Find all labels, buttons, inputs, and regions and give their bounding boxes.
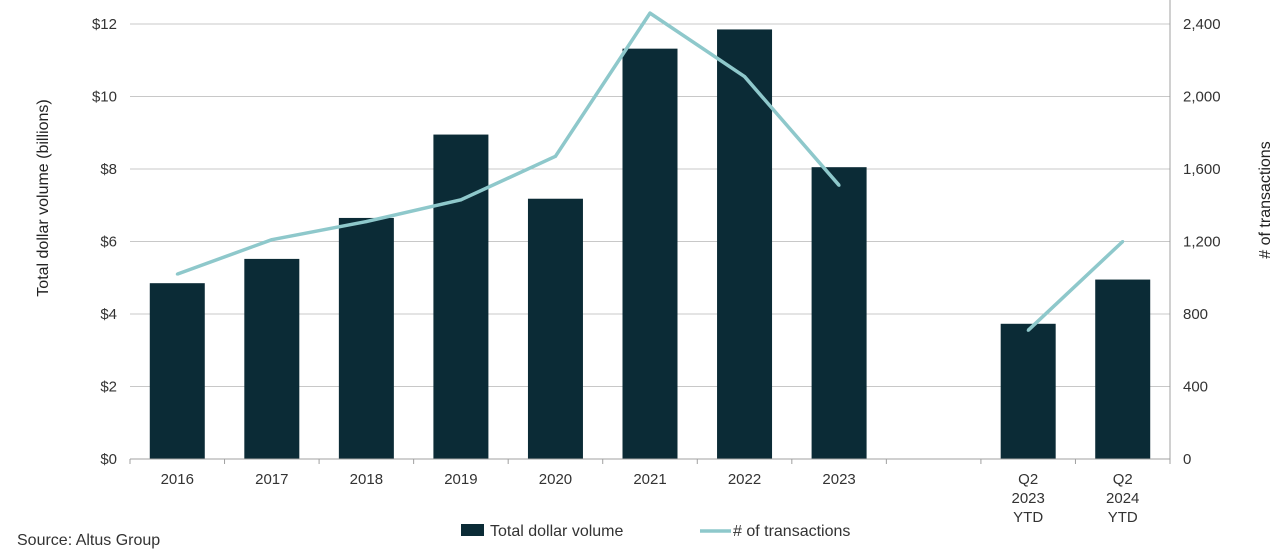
right-tick-label: 1,200 bbox=[1183, 234, 1221, 251]
x-tick-label: YTD bbox=[1013, 509, 1043, 526]
bar bbox=[622, 48, 678, 460]
left-tick-label: $12 bbox=[92, 16, 117, 33]
left-tick-label: $0 bbox=[100, 451, 117, 468]
right-axis-ticks: 0 400 800 1,200 1,600 2,000 2,400 bbox=[1183, 16, 1221, 468]
right-tick-label: 800 bbox=[1183, 306, 1208, 323]
bar bbox=[338, 217, 394, 459]
x-tick-label: 2018 bbox=[350, 471, 383, 488]
line-point bbox=[1026, 328, 1030, 332]
legend-swatch-bar bbox=[461, 524, 484, 536]
left-tick-label: $6 bbox=[100, 234, 117, 251]
left-tick-label: $8 bbox=[100, 161, 117, 178]
line-point bbox=[837, 183, 841, 187]
bar bbox=[717, 29, 773, 459]
line-point bbox=[459, 198, 463, 202]
x-tick-label: 2022 bbox=[728, 471, 761, 488]
x-tick-label: 2016 bbox=[161, 471, 194, 488]
left-tick-label: $4 bbox=[100, 306, 117, 323]
x-tick-label: 2017 bbox=[255, 471, 288, 488]
line-point bbox=[364, 220, 368, 224]
bar bbox=[149, 283, 205, 459]
line-point bbox=[175, 272, 179, 276]
right-tick-label: 2,000 bbox=[1183, 89, 1221, 106]
x-axis-ticks: 2016 2017 2018 2019 2020 2021 2022 2023 Q2 2023 YT… bbox=[161, 471, 1140, 526]
line-point bbox=[553, 154, 557, 158]
left-axis-title: Total dollar volume (billions) bbox=[35, 99, 52, 296]
bar bbox=[433, 134, 489, 459]
source-note: Source: Altus Group bbox=[17, 532, 160, 549]
x-tick-label: YTD bbox=[1108, 509, 1138, 526]
right-axis-title: # of transactions bbox=[1257, 141, 1274, 258]
x-tick-label: 2023 bbox=[1011, 490, 1044, 507]
x-tick-label: 2019 bbox=[444, 471, 477, 488]
x-tick-label: 2021 bbox=[633, 471, 666, 488]
bar bbox=[527, 198, 583, 459]
left-axis-ticks: $0 $2 $4 $6 $8 $10 $12 bbox=[92, 16, 117, 468]
line-segment bbox=[1026, 240, 1124, 332]
bar bbox=[244, 258, 300, 459]
legend-label-bar: Total dollar volume bbox=[490, 523, 624, 540]
right-tick-label: 400 bbox=[1183, 379, 1208, 396]
line-point bbox=[648, 11, 652, 15]
line-segment bbox=[176, 11, 841, 276]
bar-series bbox=[149, 29, 1151, 460]
legend: Total dollar volume # of transactions bbox=[461, 523, 850, 540]
bar bbox=[1095, 279, 1151, 459]
bar bbox=[1000, 323, 1056, 459]
x-tick-label: 2020 bbox=[539, 471, 572, 488]
x-tick-label: Q2 bbox=[1018, 471, 1038, 488]
line-series bbox=[175, 11, 1125, 332]
left-tick-label: $10 bbox=[92, 89, 117, 106]
line-point bbox=[743, 75, 747, 79]
legend-label-line: # of transactions bbox=[733, 523, 850, 540]
bar bbox=[811, 167, 867, 459]
line-point bbox=[270, 238, 274, 242]
x-tick-label: Q2 bbox=[1113, 471, 1133, 488]
line-point bbox=[1121, 240, 1125, 243]
x-tick-label: 2024 bbox=[1106, 490, 1139, 507]
left-tick-label: $2 bbox=[100, 379, 117, 396]
x-tick-label: 2023 bbox=[822, 471, 855, 488]
right-tick-label: 1,600 bbox=[1183, 161, 1221, 178]
axes bbox=[129, 0, 1171, 464]
right-tick-label: 2,400 bbox=[1183, 16, 1221, 33]
right-tick-label: 0 bbox=[1183, 451, 1191, 468]
